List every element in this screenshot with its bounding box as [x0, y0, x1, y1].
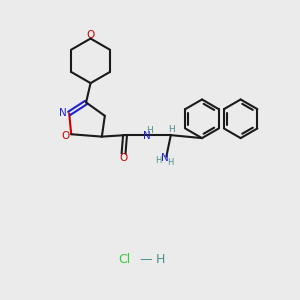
Text: H: H — [147, 126, 153, 135]
Text: N: N — [161, 153, 168, 163]
Text: O: O — [62, 131, 70, 141]
Text: Cl: Cl — [118, 254, 131, 266]
Text: O: O — [119, 153, 128, 163]
Text: O: O — [86, 30, 95, 40]
Text: H: H — [167, 158, 174, 167]
Text: N: N — [59, 108, 67, 118]
Text: —: — — [139, 254, 152, 266]
Text: H: H — [168, 125, 175, 134]
Text: H: H — [156, 254, 165, 266]
Text: N: N — [143, 131, 151, 141]
Text: H: H — [155, 156, 161, 165]
